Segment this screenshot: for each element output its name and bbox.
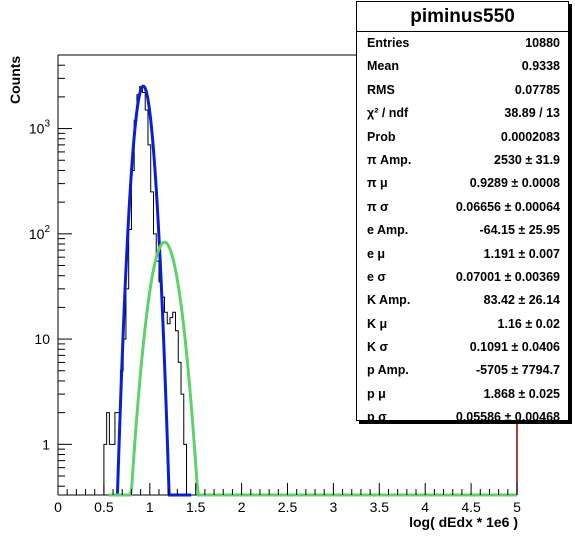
x-tick-label: 4: [421, 499, 429, 515]
histogram-bin: [137, 95, 140, 495]
histogram-bin: [112, 444, 115, 495]
stats-key: K σ: [367, 340, 389, 355]
stats-value: 10880: [525, 36, 560, 50]
stats-row: p μ 1.868 ± 0.025: [357, 383, 568, 406]
stats-key: p Amp.: [367, 363, 409, 378]
histogram-bin: [170, 318, 173, 495]
x-tick-label: 2.5: [278, 499, 298, 515]
stats-row: K Amp. 83.42 ± 26.14: [357, 289, 568, 312]
histogram-bin: [156, 261, 159, 495]
stats-value: 0.06656 ± 0.00064: [455, 199, 560, 214]
stats-key: e μ: [367, 246, 386, 261]
histogram-bin: [151, 192, 154, 495]
y-tick-label: 10: [34, 331, 50, 347]
x-tick-label: 1: [146, 499, 154, 515]
stats-key: π σ: [367, 199, 389, 214]
stats-row: p σ 0.05586 ± 0.00468: [357, 406, 568, 429]
stats-key: RMS: [367, 82, 395, 97]
stats-row: Prob 0.0002083: [357, 126, 568, 149]
stats-row: K σ 0.1091 ± 0.0406: [357, 336, 568, 359]
x-tick-label: 2: [238, 499, 246, 515]
x-tick-label: 1.5: [186, 499, 206, 515]
y-tick-label: 102: [29, 224, 51, 242]
stats-key: K Amp.: [367, 293, 411, 308]
histogram-bin: [142, 93, 145, 495]
stats-row: e Amp. -64.15 ± 25.95: [357, 219, 568, 242]
stats-value: 0.07785: [514, 82, 560, 97]
x-tick-label: 0: [54, 499, 62, 515]
stats-row: π Amp. 2530 ± 31.9: [357, 149, 568, 172]
histogram-bin: [140, 87, 143, 495]
stats-value: 83.42 ± 26.14: [483, 293, 560, 308]
stats-key: π μ: [367, 176, 388, 191]
stats-value: 1.868 ± 0.025: [483, 386, 560, 401]
x-tick-label: 4.5: [461, 499, 481, 515]
stats-box: piminus550 Entries 10880 Mean 0.9338 RMS 0.07…: [356, 1, 569, 424]
stats-key: p μ: [367, 386, 386, 401]
stats-row: π μ 0.9289 ± 0.0008: [357, 172, 568, 195]
x-axis-label: log( dEdx * 1e6 ): [409, 514, 518, 530]
x-tick-label: 5: [513, 499, 521, 515]
stats-value: 1.16 ± 0.02: [497, 316, 560, 331]
stats-row: e μ 1.191 ± 0.007: [357, 243, 568, 266]
x-tick-label: 0.5: [94, 499, 114, 515]
y-tick-label: 103: [29, 119, 51, 137]
stats-row: p Amp. -5705 ± 7794.7: [357, 359, 568, 382]
stats-value: 0.05586 ± 0.00468: [455, 410, 560, 425]
stats-key: Prob: [367, 129, 396, 144]
stats-value: 0.9289 ± 0.0008: [469, 176, 560, 191]
fit-curve-pi: [113, 84, 192, 497]
x-tick-label: 3.5: [370, 499, 390, 515]
stats-row: K μ 1.16 ± 0.02: [357, 313, 568, 336]
stats-value: -64.15 ± 25.95: [479, 223, 560, 238]
stats-key: Mean: [367, 59, 399, 74]
y-tick-label: 1: [42, 436, 50, 452]
histogram-bin: [109, 444, 112, 495]
stats-key: e σ: [367, 269, 386, 284]
stats-row: RMS 0.07785: [357, 79, 568, 102]
x-tick-label: 3: [330, 499, 338, 515]
stats-value: 0.07001 ± 0.00369: [455, 269, 560, 284]
stats-value: 0.9338: [521, 59, 560, 74]
stats-key: χ² / ndf: [367, 106, 409, 121]
stats-key: K μ: [367, 316, 388, 331]
stats-value: 1.191 ± 0.007: [483, 246, 560, 261]
stats-key: π Amp.: [367, 152, 412, 167]
stats-value: 2530 ± 31.9: [494, 152, 560, 167]
stats-value: 38.89 / 13: [504, 106, 560, 121]
y-axis-label: Counts: [7, 56, 23, 104]
stats-key: e Amp.: [367, 223, 409, 238]
stats-value: 0.0002083: [500, 129, 560, 144]
stats-row: Entries 10880: [357, 32, 568, 55]
stats-value: 0.1091 ± 0.0406: [469, 340, 560, 355]
stats-row: π σ 0.06656 ± 0.00064: [357, 196, 568, 219]
fit-curve-K: [108, 240, 517, 497]
stats-key: Entries: [367, 36, 410, 50]
stats-row: e σ 0.07001 ± 0.00369: [357, 266, 568, 289]
stats-title: piminus550: [357, 2, 568, 32]
stats-value: -5705 ± 7794.7: [475, 363, 560, 378]
stats-row: Mean 0.9338: [357, 55, 568, 78]
stats-row: χ² / ndf 38.89 / 13: [357, 102, 568, 125]
stats-key: p σ: [367, 410, 387, 425]
histogram-bin: [173, 312, 176, 495]
histogram-bin: [148, 145, 151, 495]
